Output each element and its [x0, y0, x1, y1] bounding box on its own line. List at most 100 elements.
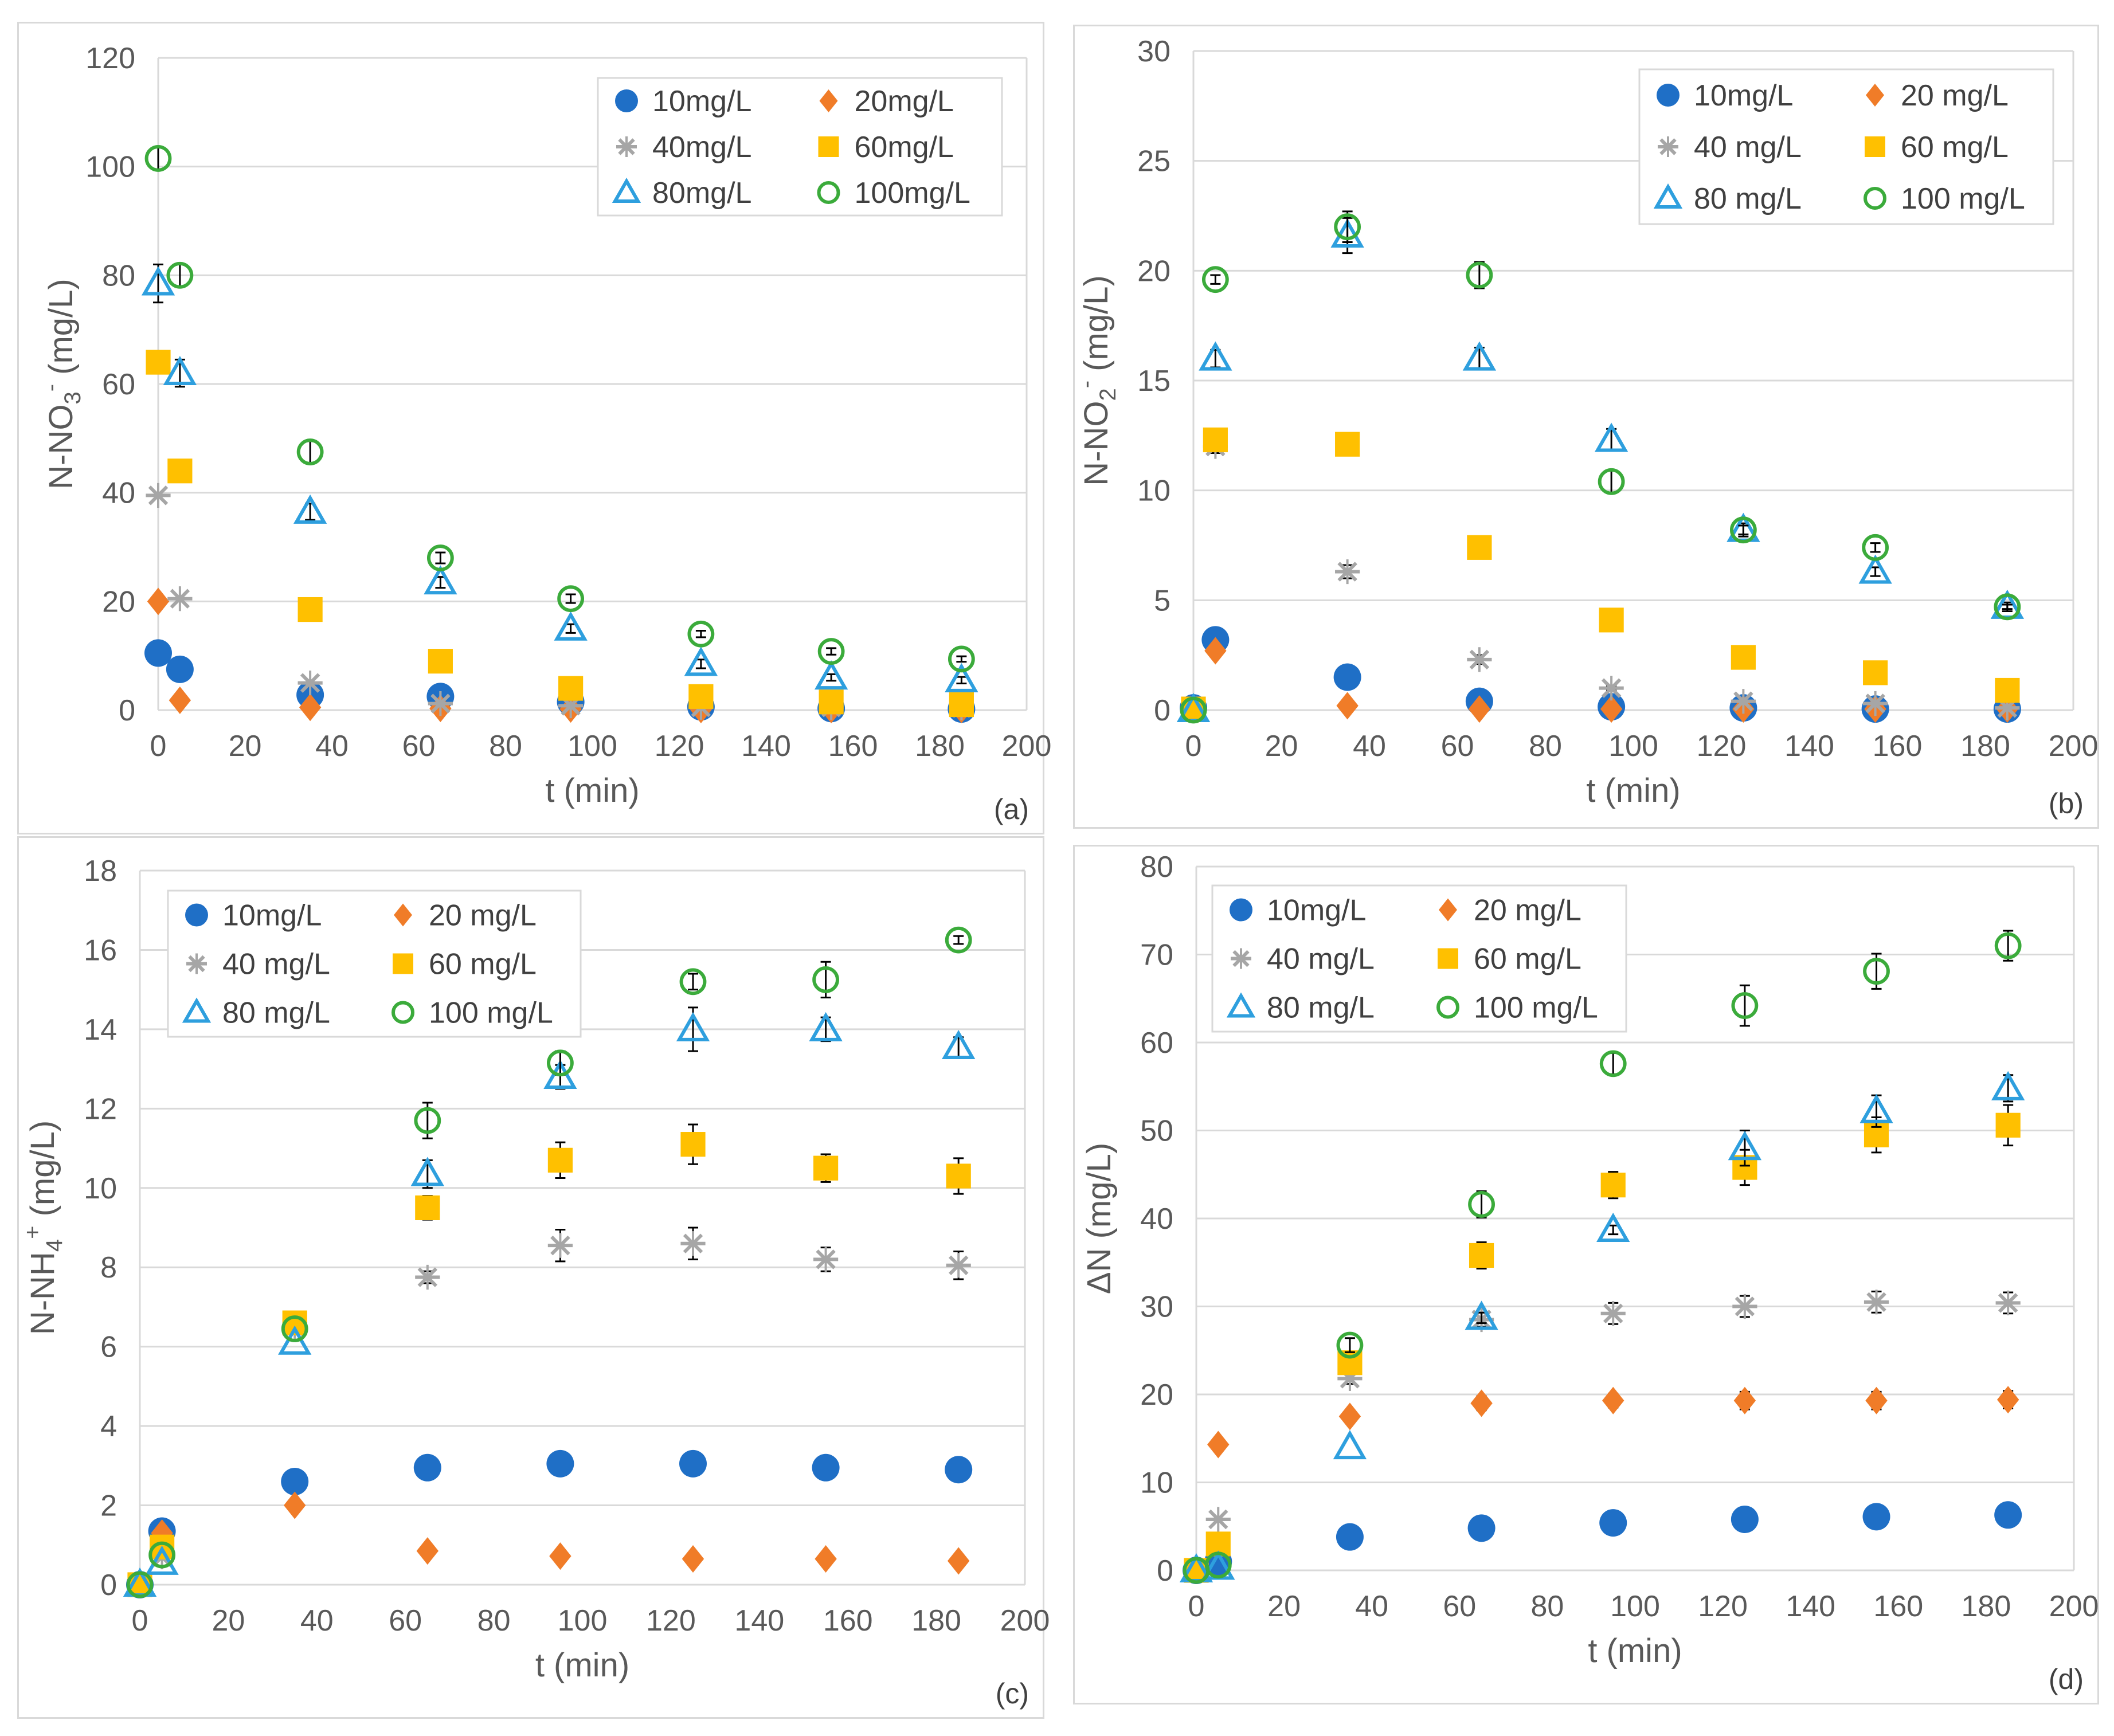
data-point — [281, 1468, 309, 1496]
x-tick-label: 180 — [915, 730, 965, 763]
y-axis-title: N-NH4+ (mg/L) — [20, 1120, 67, 1335]
data-point — [1335, 559, 1360, 585]
x-tick-label: 20 — [1265, 730, 1298, 763]
data-point — [144, 639, 172, 667]
x-tick-label: 20 — [229, 730, 262, 763]
legend-label: 100 mg/L — [1901, 182, 2025, 215]
x-axis-title: t (min) — [535, 1647, 629, 1684]
data-point — [945, 1456, 973, 1484]
x-tick-label: 120 — [1697, 730, 1747, 763]
y-tick-label: 20 — [1137, 254, 1170, 288]
data-point — [1994, 593, 2021, 621]
legend-label: 20 mg/L — [429, 899, 537, 932]
data-point — [948, 645, 975, 673]
data-point — [147, 587, 170, 616]
legend-label: 10mg/L — [1694, 79, 1793, 112]
data-point — [126, 1571, 154, 1598]
data-point — [1991, 1071, 2025, 1100]
x-tick-label: 140 — [734, 1604, 784, 1637]
data-point — [948, 1547, 970, 1575]
legend: 10mg/L 20 mg/L 40 mg/L 60 mg/L 80 mg/L 100 mg… — [167, 889, 582, 1038]
y-tick-label: 50 — [1140, 1115, 1173, 1148]
data-point — [1462, 341, 1497, 371]
chart-panel-a: 0 20 40 60 80 100 120 0 20 40 60 80 100 120 140 160 180 2… — [17, 22, 1051, 834]
chart-panel-b: 0 5 10 15 20 25 30 0 20 40 60 80 100 120 140 160 180 200 t… — [1073, 25, 2099, 829]
data-point — [1731, 689, 1756, 714]
data-point — [1600, 1173, 1626, 1198]
data-point — [809, 1012, 843, 1041]
x-tick-label: 0 — [1185, 730, 1202, 763]
y-tick-label: 100 — [85, 151, 135, 184]
x-tick-label: 40 — [300, 1604, 334, 1637]
error-bar — [2003, 930, 2014, 962]
legend-marker — [1657, 84, 1680, 107]
legend-marker — [394, 903, 412, 927]
data-point — [1466, 261, 1493, 289]
data-point — [1731, 1505, 1759, 1533]
x-tick-label: 200 — [1000, 1604, 1050, 1637]
x-tick-label: 180 — [1960, 730, 2010, 763]
data-point — [141, 266, 175, 296]
legend-marker — [1864, 187, 1886, 210]
data-point — [1330, 218, 1364, 248]
data-point — [415, 1195, 440, 1220]
legend-label: 80mg/L — [652, 177, 751, 210]
data-point — [278, 1325, 312, 1355]
x-tick-label: 100 — [1608, 730, 1658, 763]
error-bar — [1474, 261, 1485, 289]
series-4 — [123, 1006, 976, 1597]
data-point — [688, 684, 714, 709]
data-point — [1467, 647, 1492, 672]
data-point — [281, 1315, 308, 1342]
data-point — [166, 261, 194, 289]
error-bar — [1608, 1224, 1619, 1236]
y-tick-label: 10 — [84, 1172, 117, 1205]
legend-label: 10mg/L — [222, 899, 322, 932]
y-axis-title: N-NO2- (mg/L) — [1074, 275, 1121, 485]
data-point — [1862, 534, 1889, 561]
data-point — [166, 655, 194, 683]
panel-tag: (b) — [2049, 787, 2084, 820]
error-bar — [695, 659, 706, 669]
data-point — [1731, 992, 1759, 1019]
data-point — [1863, 691, 1888, 716]
data-point — [554, 611, 588, 641]
data-point — [547, 1233, 573, 1258]
chart-panel-d: 0 10 20 30 40 50 60 70 80 0 20 40 60 80 100 120 140 160 18… — [1073, 845, 2099, 1704]
series-3 — [146, 350, 974, 718]
series-5 — [1180, 210, 2021, 724]
data-point — [1594, 422, 1628, 452]
chart-b-svg: 0 5 10 15 20 25 30 0 20 40 60 80 100 120 140 160 180 200 t… — [1074, 35, 2098, 820]
chart-panel-c: 0 2 4 6 8 10 12 14 16 18 0 20 40 60 80 100 120 140 160 180 2… — [17, 836, 1050, 1719]
data-point — [946, 1163, 971, 1189]
data-point — [1333, 663, 1361, 691]
x-tick-label: 0 — [150, 730, 167, 763]
error-bar — [565, 593, 576, 604]
x-tick-label: 20 — [212, 1604, 245, 1637]
data-point — [1859, 1094, 1893, 1123]
legend-label: 80 mg/L — [222, 997, 330, 1030]
y-tick-label: 16 — [84, 934, 117, 967]
data-point — [1598, 468, 1625, 495]
data-point — [293, 494, 327, 524]
legend-label: 100 mg/L — [1474, 992, 1598, 1025]
data-point — [1336, 1523, 1364, 1551]
data-point — [813, 1247, 839, 1272]
data-point — [1207, 1431, 1230, 1459]
error-bar — [305, 440, 316, 464]
x-tick-label: 140 — [1786, 1590, 1835, 1623]
y-tick-label: 20 — [1140, 1378, 1173, 1412]
y-tick-label: 10 — [1137, 475, 1170, 508]
y-tick-label: 80 — [102, 259, 135, 292]
data-point — [1335, 432, 1360, 457]
data-point — [299, 693, 322, 722]
x-tick-label: 40 — [1355, 1590, 1388, 1623]
series-2 — [127, 1226, 971, 1597]
x-tick-label: 40 — [1353, 730, 1386, 763]
legend-label: 20mg/L — [855, 85, 954, 118]
series-5 — [144, 145, 975, 673]
data-point — [1729, 516, 1757, 544]
data-point — [547, 1147, 573, 1173]
y-tick-label: 60 — [102, 368, 135, 401]
error-bar — [688, 973, 698, 991]
